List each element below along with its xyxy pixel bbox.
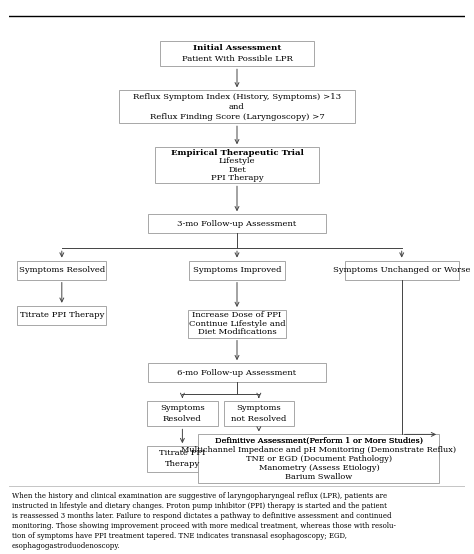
Text: Definitive Assessment(Perform 1 or More Studies): Definitive Assessment(Perform 1 or More … [215,437,423,444]
Text: When the history and clinical examination are suggestive of laryngopharyngeal re: When the history and clinical examinatio… [12,493,396,550]
Text: Symptoms Unchanged or Worse: Symptoms Unchanged or Worse [333,266,471,274]
Text: Diet Modifications: Diet Modifications [198,328,276,336]
Text: Titrate PPI Therapy: Titrate PPI Therapy [19,311,104,319]
Text: Initial Assessment: Initial Assessment [193,44,281,52]
Text: not Resolved: not Resolved [231,416,286,423]
FancyBboxPatch shape [148,214,326,233]
FancyBboxPatch shape [188,310,286,337]
Text: PPI Therapy: PPI Therapy [210,174,264,182]
Text: Reflux Symptom Index (History, Symptoms) >13: Reflux Symptom Index (History, Symptoms)… [133,93,341,101]
Text: Continue Lifestyle and: Continue Lifestyle and [189,320,285,328]
Text: Manometry (Assess Etiology): Manometry (Assess Etiology) [258,464,379,472]
Text: Patient With Possible LPR: Patient With Possible LPR [182,55,292,63]
FancyBboxPatch shape [155,147,319,183]
Text: Symptoms Resolved: Symptoms Resolved [18,266,105,274]
FancyBboxPatch shape [18,260,106,280]
Text: Lifestyle: Lifestyle [219,157,255,165]
Text: Diet: Diet [228,166,246,173]
FancyBboxPatch shape [147,446,218,471]
Text: TNE or EGD (Document Pathology): TNE or EGD (Document Pathology) [246,455,392,463]
FancyBboxPatch shape [118,90,356,124]
Text: Multichannel Impedance and pH Monitoring (Demonstrate Reflux): Multichannel Impedance and pH Monitoring… [182,445,456,454]
Text: Empirical Therapeutic Trial: Empirical Therapeutic Trial [171,148,303,157]
FancyBboxPatch shape [345,260,459,280]
FancyBboxPatch shape [224,401,294,427]
Text: Resolved: Resolved [163,416,202,423]
Text: 3-mo Follow-up Assessment: 3-mo Follow-up Assessment [177,220,297,228]
Text: Increase Dose of PPI: Increase Dose of PPI [192,311,282,320]
FancyBboxPatch shape [147,401,218,427]
Text: 6-mo Follow-up Assessment: 6-mo Follow-up Assessment [177,369,297,377]
Text: Titrate PPI: Titrate PPI [159,449,206,458]
Text: Definitive Assessment(Perform 1 or More Studies): Definitive Assessment(Perform 1 or More … [215,437,423,444]
FancyBboxPatch shape [198,434,439,483]
Text: Barium Swallow: Barium Swallow [285,473,353,481]
Text: Therapy: Therapy [165,460,200,469]
Text: and: and [229,103,245,111]
Text: Reflux Finding Score (Laryngoscopy) >7: Reflux Finding Score (Laryngoscopy) >7 [150,113,324,121]
Text: Symptoms: Symptoms [237,404,281,412]
FancyBboxPatch shape [189,260,285,280]
Text: Symptoms Improved: Symptoms Improved [193,266,281,274]
FancyBboxPatch shape [18,306,106,325]
FancyBboxPatch shape [148,363,326,382]
Text: Symptoms: Symptoms [160,404,205,412]
FancyBboxPatch shape [160,41,314,66]
